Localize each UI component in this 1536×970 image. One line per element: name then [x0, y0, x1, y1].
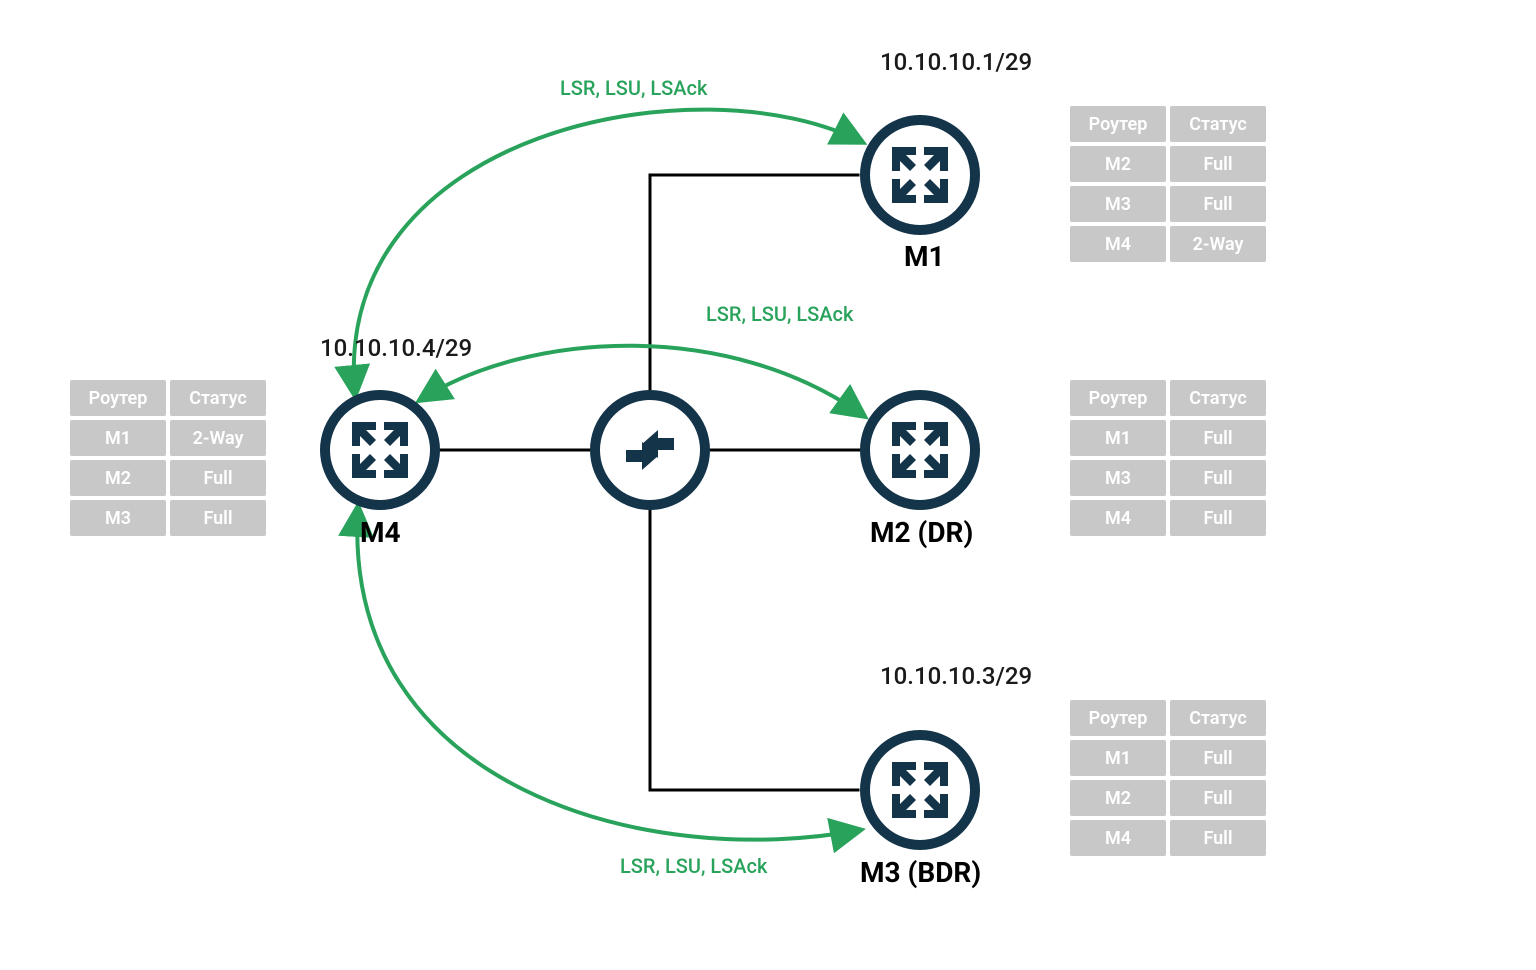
table-row: M2 Full	[70, 460, 266, 496]
table-cell-router: M2	[1070, 146, 1166, 182]
neighbor-table-m1: Роутер СтатусM2 FullM3 FullM4 2-Way	[1070, 106, 1266, 262]
table-cell-router: M4	[1070, 500, 1166, 536]
table-row: M1 Full	[1070, 740, 1266, 776]
table-cell-router: M4	[1070, 820, 1166, 856]
table-header-status: Статус	[1170, 380, 1266, 416]
table-cell-status: Full	[1170, 420, 1266, 456]
table-cell-router: M2	[70, 460, 166, 496]
router-m2-label: M2 (DR)	[870, 516, 973, 549]
neighbor-table-m3: Роутер СтатусM1 FullM2 FullM4 Full	[1070, 700, 1266, 856]
arc-m4-m3	[357, 507, 860, 840]
table-cell-status: Full	[1170, 146, 1266, 182]
table-row: M4 2-Way	[1070, 226, 1266, 262]
router-m3	[860, 730, 980, 850]
switch-center	[590, 390, 710, 510]
table-cell-router: M3	[1070, 460, 1166, 496]
message-label-m1: LSR, LSU, LSAck	[560, 76, 707, 100]
table-header-status: Статус	[1170, 700, 1266, 736]
table-row: M1 2-Way	[70, 420, 266, 456]
ip-label-m3: 10.10.10.3/29	[880, 662, 1032, 690]
router-m1	[860, 115, 980, 235]
table-row: M3 Full	[70, 500, 266, 536]
ip-label-m4: 10.10.10.4/29	[320, 334, 472, 362]
table-cell-status: Full	[1170, 460, 1266, 496]
router-icon	[886, 756, 954, 824]
table-cell-status: 2-Way	[170, 420, 266, 456]
table-cell-router: M1	[1070, 740, 1166, 776]
table-cell-router: M1	[1070, 420, 1166, 456]
table-header-router: Роутер	[1070, 380, 1166, 416]
table-header-router: Роутер	[1070, 700, 1166, 736]
router-m4-label: M4	[360, 516, 401, 549]
router-m4	[320, 390, 440, 510]
table-row: M2 Full	[1070, 780, 1266, 816]
table-cell-status: Full	[170, 500, 266, 536]
router-icon	[346, 416, 414, 484]
diagram-canvas: M1 M2 (DR) M3 (BDR) M4 10.10.10.1/29 10.…	[0, 0, 1536, 970]
table-cell-router: M3	[70, 500, 166, 536]
table-header-router: Роутер	[70, 380, 166, 416]
message-label-m2: LSR, LSU, LSAck	[706, 302, 853, 326]
table-cell-status: 2-Way	[1170, 226, 1266, 262]
switch-icon	[616, 416, 684, 484]
router-icon	[886, 416, 954, 484]
table-cell-status: Full	[170, 460, 266, 496]
table-cell-router: M4	[1070, 226, 1166, 262]
table-cell-router: M1	[70, 420, 166, 456]
router-m2	[860, 390, 980, 510]
table-cell-status: Full	[1170, 820, 1266, 856]
table-cell-router: M2	[1070, 780, 1166, 816]
router-m1-label: M1	[904, 240, 945, 273]
message-label-m3: LSR, LSU, LSAck	[620, 854, 767, 878]
table-cell-status: Full	[1170, 186, 1266, 222]
neighbor-table-m4: Роутер СтатусM1 2-WayM2 FullM3 Full	[70, 380, 266, 536]
table-row: M4 Full	[1070, 500, 1266, 536]
ip-label-m1: 10.10.10.1/29	[880, 48, 1032, 76]
table-row: M1 Full	[1070, 420, 1266, 456]
router-icon	[886, 141, 954, 209]
table-cell-router: M3	[1070, 186, 1166, 222]
table-cell-status: Full	[1170, 740, 1266, 776]
table-row: M2 Full	[1070, 146, 1266, 182]
table-header-router: Роутер	[1070, 106, 1166, 142]
neighbor-table-m2: Роутер СтатусM1 FullM3 FullM4 Full	[1070, 380, 1266, 536]
router-m3-label: M3 (BDR)	[860, 856, 981, 889]
table-cell-status: Full	[1170, 780, 1266, 816]
table-header-status: Статус	[1170, 106, 1266, 142]
table-cell-status: Full	[1170, 500, 1266, 536]
table-row: M4 Full	[1070, 820, 1266, 856]
table-header-status: Статус	[170, 380, 266, 416]
table-row: M3 Full	[1070, 186, 1266, 222]
table-row: M3 Full	[1070, 460, 1266, 496]
